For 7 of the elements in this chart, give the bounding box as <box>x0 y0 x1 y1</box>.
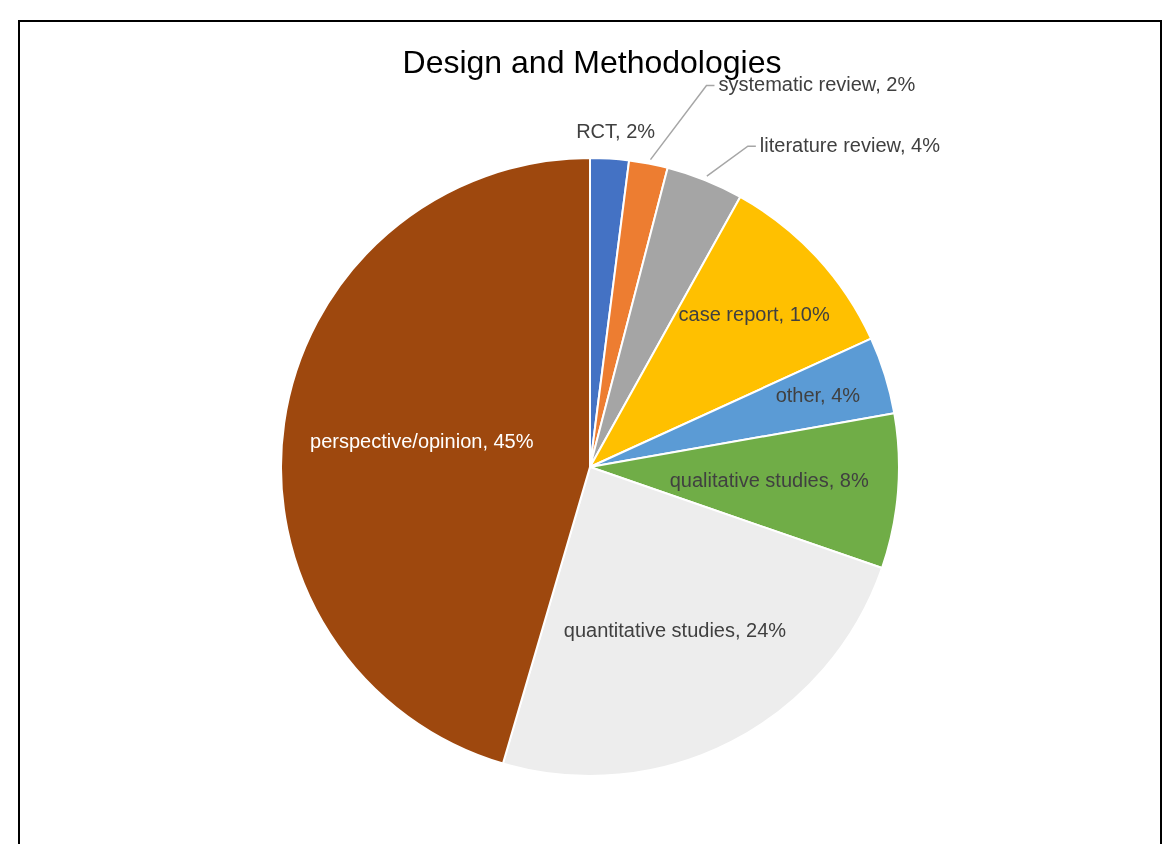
slice-label: quantitative studies, 24% <box>563 619 787 642</box>
slice-label: RCT, 2% <box>576 120 656 143</box>
slice-label: perspective/opinion, 45% <box>310 430 534 453</box>
slice-label: case report, 10% <box>678 302 830 325</box>
slice-label: literature review, 4% <box>759 133 941 156</box>
slice-label: qualitative studies, 8% <box>669 468 869 491</box>
slice-label: other, 4% <box>775 383 861 406</box>
